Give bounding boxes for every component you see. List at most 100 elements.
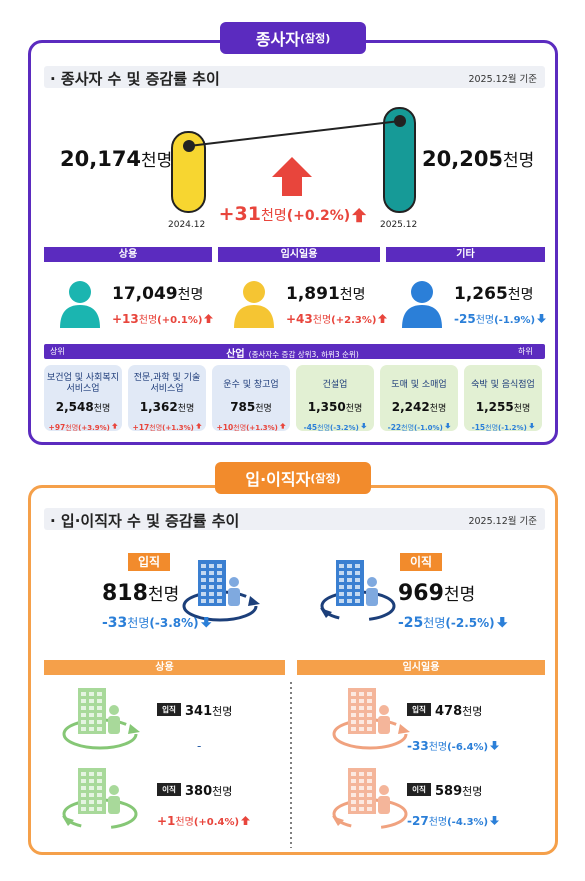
up-arrow xyxy=(279,422,286,429)
window xyxy=(89,692,94,696)
window xyxy=(89,727,94,731)
window xyxy=(359,772,364,776)
column-header: 임시일용 xyxy=(297,660,545,675)
number: 1,255 xyxy=(475,400,514,414)
person-head xyxy=(109,785,119,795)
window xyxy=(201,578,206,582)
up-arrow xyxy=(272,157,312,196)
arrow-head xyxy=(332,816,344,826)
trend-line xyxy=(188,120,401,147)
window xyxy=(339,564,344,568)
industry-card xyxy=(380,365,458,431)
arrow-shape xyxy=(195,422,202,429)
change: +13천명(+0.1%) xyxy=(112,308,214,327)
window xyxy=(355,592,360,596)
person-body xyxy=(366,588,378,606)
industry-card xyxy=(212,365,290,431)
number: 20,174 xyxy=(60,147,142,171)
arrow-shape xyxy=(490,741,500,750)
unit: 천명 xyxy=(443,585,476,605)
unit: 천명 xyxy=(141,151,173,171)
window xyxy=(359,706,364,710)
industry-name: 서비스업 xyxy=(150,384,184,394)
change-rate: (-3.8%) xyxy=(149,616,199,630)
point xyxy=(394,115,406,127)
person-body xyxy=(228,588,240,606)
change-unit: 천명 xyxy=(138,315,158,326)
window xyxy=(89,779,94,783)
window xyxy=(81,772,86,776)
arrow-shape xyxy=(204,314,214,323)
change-unit: 천명 xyxy=(312,315,332,326)
arrow-shape xyxy=(496,617,508,628)
down-arrow xyxy=(496,617,508,628)
value: 1,350천명 xyxy=(296,396,374,415)
change-unit: 천명 xyxy=(127,616,150,630)
unit: 천명 xyxy=(503,151,535,171)
head xyxy=(69,281,91,303)
window xyxy=(81,793,86,797)
window xyxy=(209,585,214,589)
value: 341천명 xyxy=(185,700,232,719)
change: -33천명(-3.8%) xyxy=(102,612,212,631)
window xyxy=(201,599,206,603)
window xyxy=(217,571,222,575)
header-title: · 입·이직자 수 및 증감률 추이 xyxy=(50,512,240,530)
change-unit: 천명 xyxy=(175,817,194,828)
window xyxy=(201,592,206,596)
down-arrow xyxy=(444,422,451,429)
change: +97천명(+3.9%) xyxy=(44,415,122,434)
window xyxy=(89,807,94,811)
window xyxy=(351,786,356,790)
window xyxy=(359,779,364,783)
change: - xyxy=(197,735,201,754)
change-rate: (-1.9%) xyxy=(494,315,536,326)
window xyxy=(217,578,222,582)
window xyxy=(367,807,372,811)
window xyxy=(367,800,372,804)
change-rate: (-3.2%) xyxy=(330,424,359,432)
title: 산업 xyxy=(226,349,245,360)
industry-name: 서비스업 xyxy=(66,384,100,394)
value: 1,891천명 xyxy=(286,284,366,304)
change: +43천명(+2.3%) xyxy=(286,308,388,327)
change-rate: (+1.3%) xyxy=(246,424,278,432)
badge-title: 종사자 xyxy=(255,30,300,49)
change-rate: (+3.9%) xyxy=(78,424,110,432)
window xyxy=(351,793,356,797)
badge-note: (잠정) xyxy=(299,32,331,45)
tag: 입직 xyxy=(157,703,181,716)
header-basis: 2025.12월 기준 xyxy=(468,74,537,85)
person-icon xyxy=(234,281,274,328)
bottom-label: 하위 xyxy=(518,347,533,356)
change-rate: (-1.0%) xyxy=(414,424,443,432)
arrow-head xyxy=(320,608,332,618)
window xyxy=(81,786,86,790)
window xyxy=(201,571,206,575)
change-unit: 천명 xyxy=(428,742,448,753)
window xyxy=(367,779,372,783)
arrow-shape xyxy=(279,422,286,429)
window xyxy=(97,793,102,797)
window xyxy=(347,571,352,575)
window xyxy=(89,772,94,776)
number: 1,265 xyxy=(454,284,508,304)
change-unit: 천명 xyxy=(401,424,415,432)
industry-title: 산업 (종사자수 증감 상위3, 하위3 순위) xyxy=(0,344,585,362)
change-unit: 천명 xyxy=(261,208,287,224)
person-body xyxy=(378,796,390,814)
change-rate: (-2.5%) xyxy=(445,616,495,630)
unit: 천명 xyxy=(345,404,363,414)
industry-name: 전문,과학 및 기술 xyxy=(133,373,201,383)
down-arrow xyxy=(490,816,500,825)
window xyxy=(359,786,364,790)
window xyxy=(347,592,352,596)
window xyxy=(351,800,356,804)
arrow-shape xyxy=(528,422,535,429)
change: -25천명(-2.5%) xyxy=(398,612,508,631)
value: 1,265천명 xyxy=(454,284,534,304)
window xyxy=(355,571,360,575)
window xyxy=(97,727,102,731)
person-body xyxy=(378,716,390,734)
window xyxy=(81,692,86,696)
